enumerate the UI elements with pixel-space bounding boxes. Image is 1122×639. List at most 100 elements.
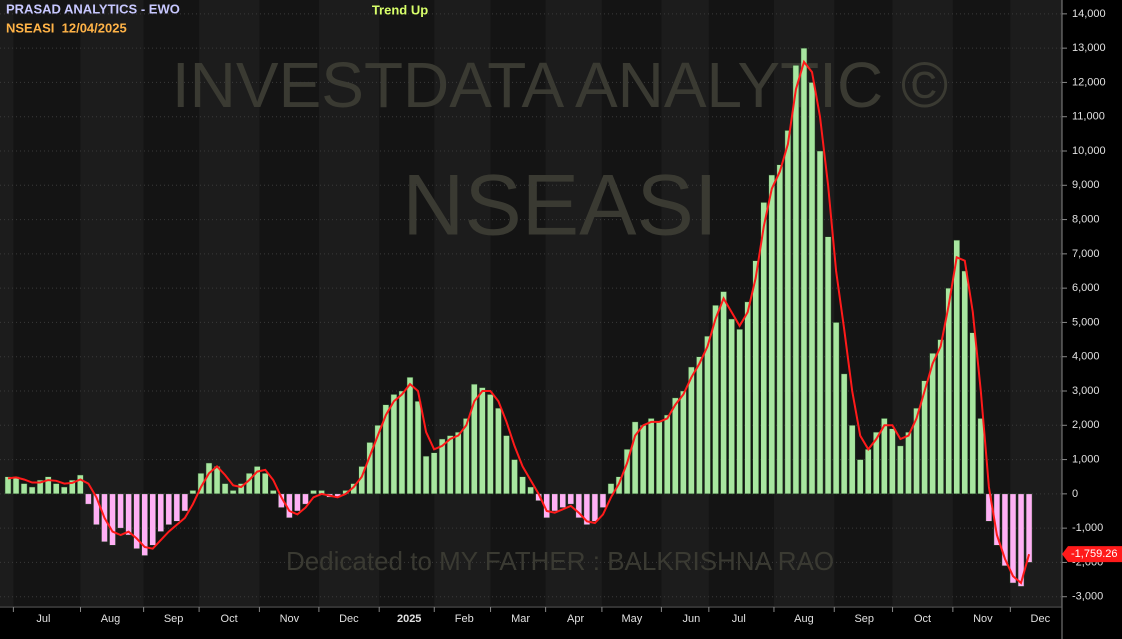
bar [736,329,743,495]
bar [374,425,382,495]
bar [784,130,792,495]
y-tick-label: 3,000 [1072,385,1100,397]
bar [712,305,719,495]
bar [310,490,317,495]
bar [12,476,20,495]
bar [454,431,462,495]
bar [519,476,526,495]
x-tick-label: Aug [101,613,121,625]
y-tick-label: 0 [1072,488,1078,500]
bar [165,493,173,525]
bar [937,339,944,495]
bar [768,174,776,495]
bar [157,493,165,532]
y-tick-label: 5,000 [1072,316,1100,328]
bar [1001,493,1009,567]
bar [704,335,711,495]
bar [4,476,12,495]
month-stripe [13,0,81,606]
bar [463,418,470,495]
bar [664,414,671,495]
y-tick-label: -3,000 [1072,591,1103,603]
bar [253,466,261,495]
bar [77,474,84,495]
x-tick-label: 2025 [397,613,421,625]
bar [760,202,768,495]
last-value-box [1062,546,1122,563]
bar [109,493,116,546]
x-tick-label: Oct [221,613,238,625]
dedication: Dedicated to MY FATHER : BALKRISHNA RAO [286,546,834,576]
y-tick-label: 2,000 [1072,419,1100,431]
y-tick-label: 4,000 [1072,351,1100,363]
x-tick-label: Feb [455,613,474,625]
bar [141,493,148,556]
bar [720,291,727,495]
bar [607,483,615,495]
x-tick-label: Oct [914,613,931,625]
signal-line [7,59,1031,585]
bar [181,493,189,512]
bar [688,366,695,495]
y-tick-label: 6,000 [1072,282,1100,294]
bar [816,150,824,495]
bar [133,493,140,549]
bar [824,236,832,495]
month-stripe [601,0,662,606]
trend: Trend Up [372,2,428,17]
bar [213,466,221,495]
bar [808,82,816,495]
x-tick-label: Dec [339,613,359,625]
bar [503,435,510,495]
bar [551,493,558,512]
month-stripe [490,0,546,606]
bar [744,301,751,495]
bar [262,473,269,495]
bar [117,493,124,529]
header: PRASAD ANALYTICS - EWO [6,1,180,16]
x-tick-label: May [622,613,643,625]
bar [575,493,583,519]
month-stripe [834,0,893,606]
y-tick-label: 9,000 [1072,179,1100,191]
bar [93,493,100,525]
bar [873,431,880,495]
bar [583,493,591,525]
bar [527,486,534,495]
bar [905,431,912,495]
bar [752,260,759,495]
bar [1009,493,1017,584]
bar [245,473,253,495]
y-tick-label: 14,000 [1072,8,1106,20]
bar [672,397,679,495]
bar [20,483,28,495]
bar [36,479,44,495]
bar [728,318,735,495]
x-tick-label: Nov [280,613,300,625]
y-tick-label: 12,000 [1072,76,1106,88]
bar [776,164,784,495]
bar [149,493,156,546]
bar [471,383,478,495]
bar [792,65,800,495]
bar [655,421,663,495]
bar [52,483,60,495]
bar [173,493,181,522]
bar [591,493,599,522]
x-tick-label: Sep [854,613,874,625]
y-tick-label: 13,000 [1072,42,1106,54]
bar [398,390,406,495]
bar [28,486,36,495]
bar [647,418,655,495]
bar [929,353,936,495]
y-tick-label: 1,000 [1072,453,1100,465]
bar [889,428,896,495]
x-tick-label: Sep [164,613,184,625]
symbol-date: NSEASI 12/04/2025 [6,20,127,35]
bar [189,490,197,495]
bar [832,322,840,495]
bar [390,394,398,495]
bar [422,455,430,495]
bar [85,493,92,505]
